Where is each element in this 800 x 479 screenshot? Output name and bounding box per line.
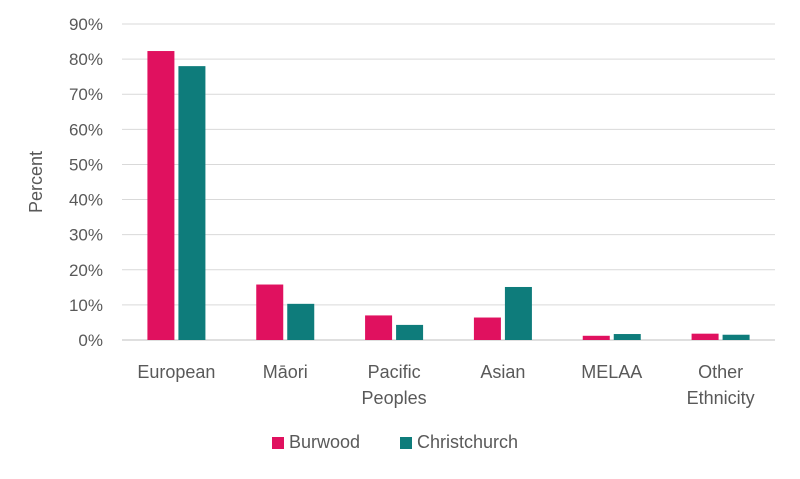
legend-label-burwood: Burwood bbox=[289, 432, 360, 452]
legend: Burwood Christchurch bbox=[272, 432, 518, 452]
bar-burwood-1 bbox=[256, 284, 284, 340]
legend-swatch-burwood bbox=[272, 437, 284, 449]
x-axis-category-labels: European Māori Pacific Peoples Asian MELAA Oth… bbox=[137, 362, 754, 408]
x-category-label: Other Ethnicity bbox=[687, 362, 755, 408]
bar-burwood-2 bbox=[365, 315, 393, 340]
y-tick-label: 30% bbox=[69, 226, 103, 245]
x-category-label: Pacific Peoples bbox=[362, 362, 427, 408]
bar-christchurch-5 bbox=[722, 334, 750, 340]
legend-label-christchurch: Christchurch bbox=[417, 432, 518, 452]
bar-christchurch-3 bbox=[504, 286, 532, 340]
bar-christchurch-2 bbox=[396, 324, 424, 340]
y-axis-label: Percent bbox=[26, 151, 46, 213]
y-axis-tick-labels: 0% 10% 20% 30% 40% 50% 60% 70% 80% 90% bbox=[69, 15, 103, 350]
bar-burwood-4 bbox=[582, 335, 610, 340]
bar-christchurch-4 bbox=[613, 334, 641, 340]
y-tick-label: 0% bbox=[78, 331, 103, 350]
x-category-label: Asian bbox=[480, 362, 525, 382]
y-tick-label: 50% bbox=[69, 155, 103, 174]
bar-burwood-3 bbox=[473, 317, 501, 340]
y-tick-label: 60% bbox=[69, 120, 103, 139]
x-category-label: Māori bbox=[263, 362, 308, 382]
bar-burwood-0 bbox=[147, 51, 175, 341]
x-category-label: European bbox=[137, 362, 215, 382]
bar-christchurch-1 bbox=[287, 303, 315, 340]
y-tick-label: 70% bbox=[69, 85, 103, 104]
y-tick-label: 40% bbox=[69, 191, 103, 210]
gridlines bbox=[122, 23, 775, 341]
legend-swatch-christchurch bbox=[400, 437, 412, 449]
y-tick-label: 10% bbox=[69, 296, 103, 315]
bars bbox=[147, 51, 750, 341]
bar-christchurch-0 bbox=[178, 66, 206, 340]
y-tick-label: 80% bbox=[69, 50, 103, 69]
bar-burwood-5 bbox=[691, 333, 719, 340]
x-category-label: MELAA bbox=[581, 362, 642, 382]
y-tick-label: 20% bbox=[69, 261, 103, 280]
y-tick-label: 90% bbox=[69, 15, 103, 34]
